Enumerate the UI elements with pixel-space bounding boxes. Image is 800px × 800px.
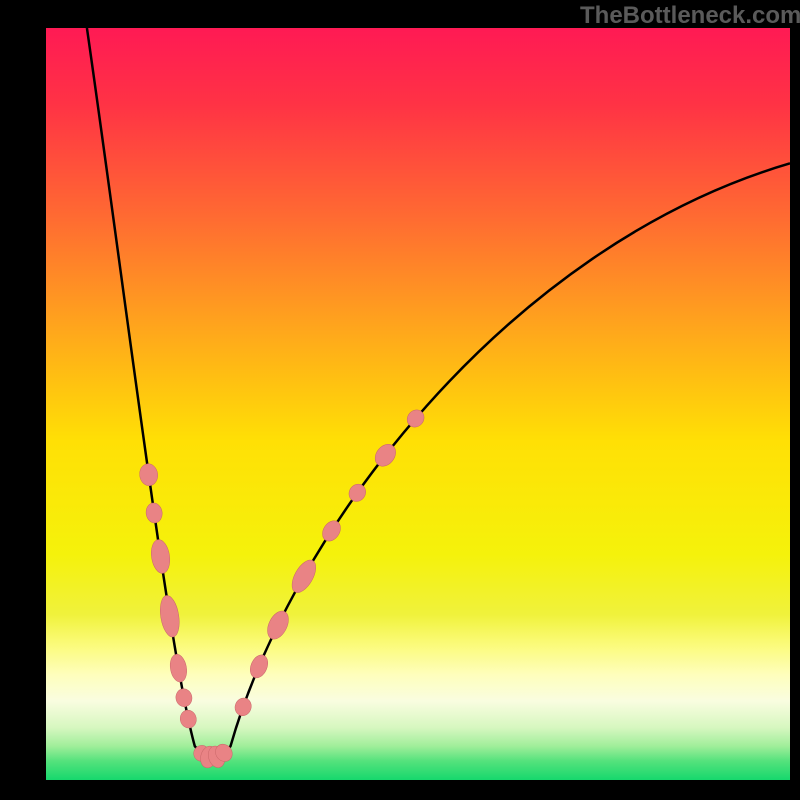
chart-canvas [46,28,790,780]
watermark-label: TheBottleneck.com [580,2,800,30]
chart-frame [46,28,790,780]
gradient-background [46,28,790,780]
